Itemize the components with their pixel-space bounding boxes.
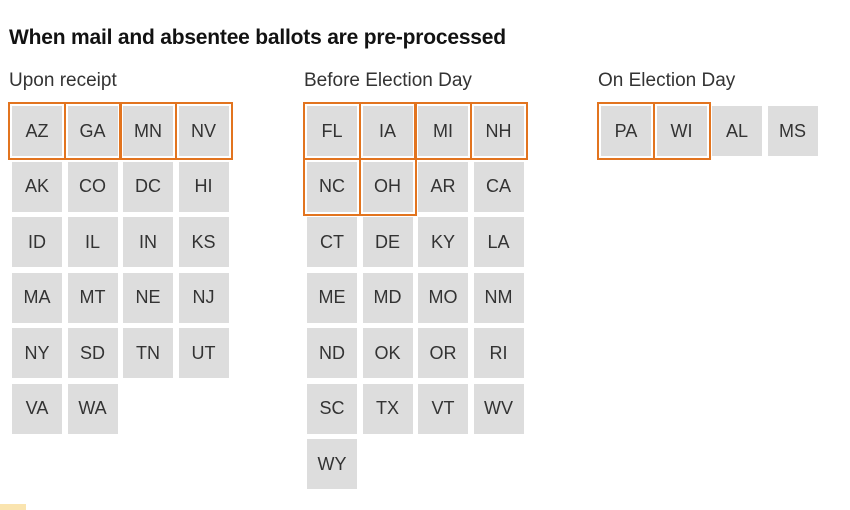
state-tile-me: ME: [307, 272, 357, 323]
state-tile-mn: MN: [118, 101, 178, 161]
state-grid-before-election-day: FL IA MI NH NC OH AR CA CT DE KY LA ME MD MO NM ND OK OR RI…: [302, 101, 528, 489]
state-tile-tn: TN: [123, 328, 173, 378]
state-tile-pa: PA: [596, 101, 656, 161]
state-tile-sd: SD: [67, 328, 118, 378]
state-tile-ri: RI: [473, 328, 524, 378]
state-tile-nh: NH: [469, 101, 528, 161]
group-label-upon-receipt: Upon receipt: [9, 70, 117, 91]
page-title: When mail and absentee ballots are pre-p…: [9, 26, 506, 49]
group-label-on-election-day: On Election Day: [598, 70, 736, 91]
state-tile-de: DE: [362, 217, 413, 267]
state-tile-ma: MA: [12, 272, 62, 323]
state-tile-mo: MO: [418, 272, 468, 323]
state-tile-mt: MT: [67, 272, 118, 323]
state-tile-wi: WI: [652, 101, 711, 161]
state-tile-hi: HI: [178, 161, 229, 212]
state-tile-wv: WV: [473, 383, 524, 434]
state-tile-nd: ND: [307, 328, 357, 378]
state-tile-az: AZ: [7, 101, 67, 161]
state-grid-upon-receipt: AZ GA MN NV AK CO DC HI ID IL IN KS MA MT NE NJ NY SD TN UT…: [7, 101, 233, 434]
state-tile-wa: WA: [67, 383, 118, 434]
state-tile-ga: GA: [63, 101, 122, 161]
state-tile-dc: DC: [123, 161, 173, 212]
state-tile-wy: WY: [307, 439, 357, 489]
state-tile-oh: OH: [358, 157, 417, 216]
state-tile-ct: CT: [307, 217, 357, 267]
state-tile-sc: SC: [307, 383, 357, 434]
state-tile-nv: NV: [174, 101, 233, 161]
state-tile-ia: IA: [358, 101, 417, 161]
group-on-election-day: On Election Day PA WI AL MS: [596, 68, 818, 161]
state-tile-fl: FL: [302, 101, 362, 161]
state-tile-nm: NM: [473, 272, 524, 323]
group-upon-receipt: Upon receipt AZ GA MN NV AK CO DC HI ID IL IN KS MA M…: [7, 68, 233, 434]
state-tile-la: LA: [473, 217, 524, 267]
group-label-before-election-day: Before Election Day: [304, 70, 472, 91]
state-tile-va: VA: [12, 383, 62, 434]
state-tile-ne: NE: [123, 272, 173, 323]
state-tile-md: MD: [362, 272, 413, 323]
state-tile-tx: TX: [362, 383, 413, 434]
state-tile-ny: NY: [12, 328, 62, 378]
state-tile-ak: AK: [12, 161, 62, 212]
state-tile-mi: MI: [413, 101, 473, 161]
state-tile-in: IN: [123, 217, 173, 267]
state-tile-il: IL: [67, 217, 118, 267]
state-tile-nc: NC: [302, 157, 362, 216]
state-tile-ar: AR: [418, 161, 468, 212]
state-tile-ut: UT: [178, 328, 229, 378]
state-tile-ca: CA: [473, 161, 524, 212]
state-tile-nj: NJ: [178, 272, 229, 323]
state-tile-ky: KY: [418, 217, 468, 267]
state-tile-co: CO: [67, 161, 118, 212]
state-grid-on-election-day: PA WI AL MS: [596, 101, 818, 161]
state-tile-ks: KS: [178, 217, 229, 267]
state-tile-ms: MS: [767, 106, 818, 156]
state-tile-ok: OK: [362, 328, 413, 378]
corner-marker: [0, 504, 26, 510]
group-before-election-day: Before Election Day FL IA MI NH NC OH AR CA CT DE…: [302, 68, 528, 489]
state-tile-or: OR: [418, 328, 468, 378]
state-tile-al: AL: [712, 106, 762, 156]
state-tile-vt: VT: [418, 383, 468, 434]
state-tile-id: ID: [12, 217, 62, 267]
